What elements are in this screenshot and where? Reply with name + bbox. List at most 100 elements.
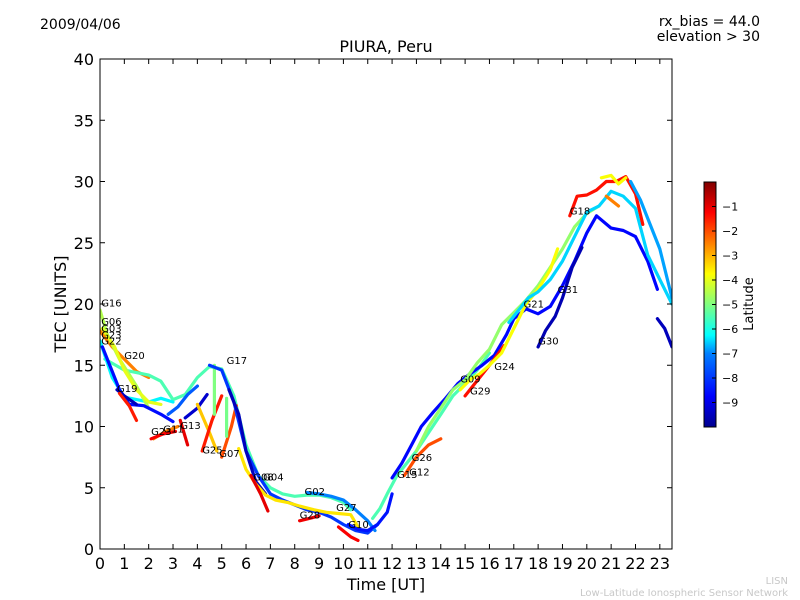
rx-bias-label: rx_bias = 44.0	[658, 14, 760, 30]
x-tick-label: 19	[552, 554, 572, 573]
prn-label: G08	[253, 472, 273, 483]
tec-series-22	[249, 473, 270, 513]
prn-label: G07	[219, 449, 239, 460]
y-tick-label: 15	[74, 356, 94, 375]
prn-label: G26	[412, 453, 432, 464]
x-tick-label: 4	[192, 554, 202, 573]
colorbar-tick-label: −1	[722, 201, 738, 214]
prn-label: G27	[336, 503, 356, 514]
tec-series-26	[346, 492, 394, 533]
x-tick-label: 8	[290, 554, 300, 573]
x-tick-label: 10	[333, 554, 353, 573]
x-tick-label: 21	[601, 554, 621, 573]
prn-label: G18	[570, 207, 590, 218]
x-tick-label: 6	[241, 554, 251, 573]
prn-label: G13	[180, 421, 200, 432]
colorbar-tick-label: −6	[722, 323, 738, 336]
x-tick-label: 11	[358, 554, 378, 573]
y-tick-label: 35	[74, 111, 94, 130]
prn-label: G03	[101, 324, 121, 335]
x-tick-label: 9	[314, 554, 324, 573]
tec-series-35	[568, 175, 645, 226]
x-tick-label: 7	[265, 554, 275, 573]
tec-series-34	[536, 246, 584, 349]
x-tick-label: 16	[479, 554, 499, 573]
footer-org-short: LISN	[765, 576, 788, 587]
tec-series-8	[117, 391, 139, 422]
tec-series-30	[414, 204, 601, 453]
tec-series-36	[599, 173, 628, 186]
prn-label: G20	[124, 351, 144, 362]
tec-series-3	[100, 339, 175, 404]
colorbar-tick-label: −9	[722, 397, 738, 410]
date-label: 2009/04/06	[40, 17, 121, 33]
x-tick-label: 22	[625, 554, 645, 573]
x-tick-label: 14	[431, 554, 451, 573]
prn-label: G12	[409, 468, 429, 479]
y-tick-label: 40	[74, 50, 94, 69]
tec-series-25	[336, 525, 360, 542]
colorbar-tick-label: −5	[722, 299, 738, 312]
prn-label: G23	[151, 427, 171, 438]
colorbar-ticks: −9 −8 −7 −6 −5 −4 −3 −2 −1	[712, 201, 738, 410]
footer-org-long: Low-Latitude Ionospheric Sensor Network	[580, 588, 788, 599]
prn-label: G21	[524, 300, 544, 311]
x-tick-label: 18	[528, 554, 548, 573]
tec-series-15	[200, 394, 224, 453]
prn-label: G02	[305, 487, 325, 498]
tec-series-12	[183, 393, 209, 420]
tec-series-28	[390, 214, 659, 480]
x-tick-label: 15	[455, 554, 475, 573]
x-tick-label: 5	[217, 554, 227, 573]
prn-label: G24	[494, 362, 514, 373]
colorbar-tick-label: −8	[722, 372, 738, 385]
elevation-label: elevation > 30	[656, 29, 760, 45]
prn-label: G06	[101, 317, 121, 328]
tec-series-37	[604, 194, 621, 208]
prn-label: G22	[101, 336, 121, 347]
tec-series-10	[149, 429, 178, 441]
tec-series-11	[178, 418, 190, 447]
colorbar-tick-label: −7	[722, 348, 738, 361]
x-tick-label: 2	[144, 554, 154, 573]
x-axis: 0 1 2 3 4 5 6 7 8 9 10 11 12 13 14 15 16 17 18 19 20 21 22 23	[95, 59, 670, 573]
prn-label: G17	[227, 356, 247, 367]
x-axis-label: Time [UT]	[346, 575, 425, 594]
tec-series-16	[220, 404, 238, 459]
prn-label: G31	[558, 285, 578, 296]
x-tick-label: 17	[504, 554, 524, 573]
tec-series-23	[298, 514, 321, 523]
tec-series-39	[655, 317, 672, 349]
y-tick-label: 25	[74, 234, 94, 253]
y-tick-label: 20	[74, 295, 94, 314]
tec-series-29	[402, 437, 443, 478]
tec-series-24	[305, 491, 377, 533]
y-tick-label: 10	[74, 418, 94, 437]
tec-series-13	[166, 384, 199, 416]
colorbar-tick-label: −4	[722, 274, 738, 287]
x-tick-label: 12	[382, 554, 402, 573]
y-tick-label: 0	[84, 540, 94, 559]
x-tick-label: 13	[406, 554, 426, 573]
colorbar-label: Latitude	[742, 277, 757, 331]
plot-frame	[99, 58, 673, 550]
x-tick-label: 20	[577, 554, 597, 573]
y-tick-label: 30	[74, 173, 94, 192]
prn-label: G25	[202, 445, 222, 456]
colorbar-tick-label: −3	[722, 250, 738, 263]
y-axis-label: TEC [UNITS]	[51, 256, 70, 354]
tec-series-33	[507, 189, 672, 324]
series-layer	[100, 173, 672, 542]
tec-series-5	[100, 326, 163, 406]
tec-series-38	[629, 179, 672, 300]
prn-label: G04	[263, 472, 283, 483]
prn-label: G29	[470, 387, 490, 398]
colorbar-tick-label: −2	[722, 225, 738, 238]
prn-label: G15	[397, 470, 417, 481]
x-tick-label: 3	[168, 554, 178, 573]
x-tick-label: 1	[119, 554, 129, 573]
prn-label: G23	[101, 330, 121, 341]
prn-label: G10	[348, 520, 368, 531]
